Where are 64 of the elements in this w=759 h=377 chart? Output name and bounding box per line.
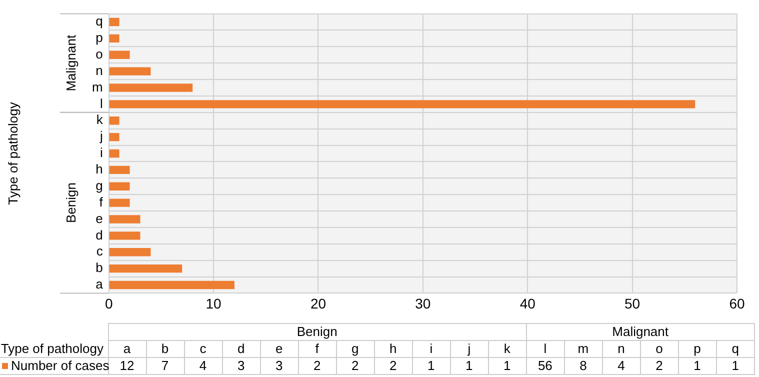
data-label: 3: [260, 358, 298, 374]
category-label: c: [184, 340, 222, 358]
data-label: 1: [450, 358, 488, 374]
category-label: n: [602, 340, 640, 358]
x-tick-label: 0: [104, 295, 113, 312]
y-tick-label: q: [96, 14, 103, 29]
data-label: 8: [564, 358, 602, 374]
data-label: 4: [602, 358, 640, 374]
text: Type of pathology: [0, 340, 108, 358]
text: Benign: [108, 324, 526, 340]
category-label: q: [716, 340, 754, 358]
y-tick-label: c: [96, 244, 104, 259]
y-tick-label: k: [96, 112, 104, 128]
y-tick-label: f: [99, 194, 104, 210]
data-label: 2: [336, 358, 374, 374]
data-label: 1: [716, 358, 754, 374]
data-label: 2: [640, 358, 678, 374]
data-label: 1: [678, 358, 716, 374]
category-label: d: [222, 340, 260, 358]
category-label: j: [450, 340, 488, 358]
text: Malignant: [64, 34, 79, 92]
category-label: p: [678, 340, 716, 358]
x-tick-label: 50: [624, 295, 640, 312]
category-label: h: [374, 340, 412, 358]
y-tick-label: p: [96, 30, 103, 46]
data-label: 2: [298, 358, 336, 374]
category-label: g: [336, 340, 374, 358]
category-label: f: [298, 340, 336, 358]
x-tick-label: 40: [520, 295, 536, 312]
data-label: 1: [412, 358, 450, 374]
x-tick-label: 60: [729, 295, 745, 312]
data-label: 2: [374, 358, 412, 374]
category-label: o: [640, 340, 678, 358]
y-tick-label: a: [96, 276, 104, 292]
data-label: 3: [222, 358, 260, 374]
category-label: b: [146, 340, 184, 358]
y-tick-label: n: [96, 62, 103, 78]
y-tick-label: e: [96, 210, 103, 226]
y-tick-label: h: [96, 162, 103, 177]
y-axis-title: Type of pathology: [6, 102, 21, 205]
y-tick-label: i: [100, 145, 103, 160]
y-tick-label: b: [96, 260, 103, 276]
text: Malignant: [526, 324, 754, 340]
x-tick-label: 20: [310, 295, 326, 312]
data-label: 56: [526, 358, 564, 374]
category-label: m: [564, 340, 602, 358]
y-tick-label: l: [100, 96, 103, 111]
x-tick-label: 30: [415, 295, 431, 312]
text: Benign: [64, 182, 79, 224]
data-label: 1: [488, 358, 526, 374]
x-tick-label: 10: [206, 295, 222, 312]
legend-label: Number of cases: [0, 358, 110, 374]
data-label: 4: [184, 358, 222, 374]
data-label: 12: [108, 358, 146, 374]
category-label: i: [412, 340, 450, 358]
category-label: e: [260, 340, 298, 358]
y-tick-label: m: [92, 79, 103, 94]
y-tick-label: o: [96, 46, 103, 62]
category-label: k: [488, 340, 526, 358]
y-tick-label: g: [96, 178, 103, 193]
y-tick-label: j: [98, 128, 103, 144]
data-label: 7: [146, 358, 184, 374]
y-tick-label: d: [96, 227, 103, 242]
category-label: l: [526, 340, 564, 358]
